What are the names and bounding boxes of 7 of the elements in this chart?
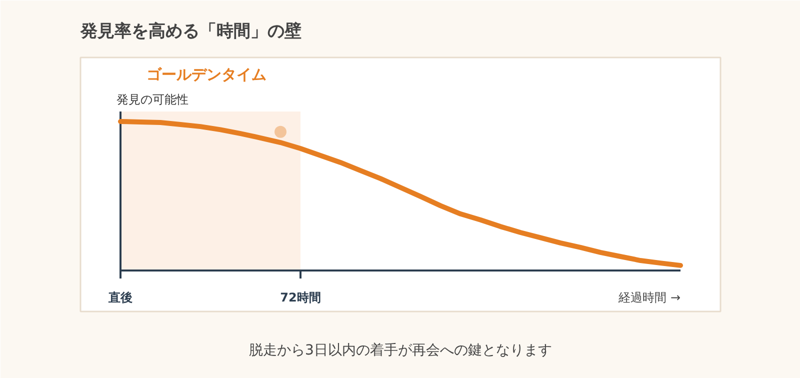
text: 脱走から3日以内の着手が再会への鍵となります — [249, 342, 552, 358]
chart-title: 発見率を高める「時間」の壁 — [80, 22, 302, 42]
y-axis-title: 発見の可能性 — [116, 92, 188, 106]
x-axis-title: 経過時間 → — [618, 290, 681, 304]
x-tick-label: 直後 — [108, 290, 132, 304]
band-label: ゴールデンタイム — [146, 66, 266, 84]
x-tick-label: 72時間 — [280, 290, 321, 304]
